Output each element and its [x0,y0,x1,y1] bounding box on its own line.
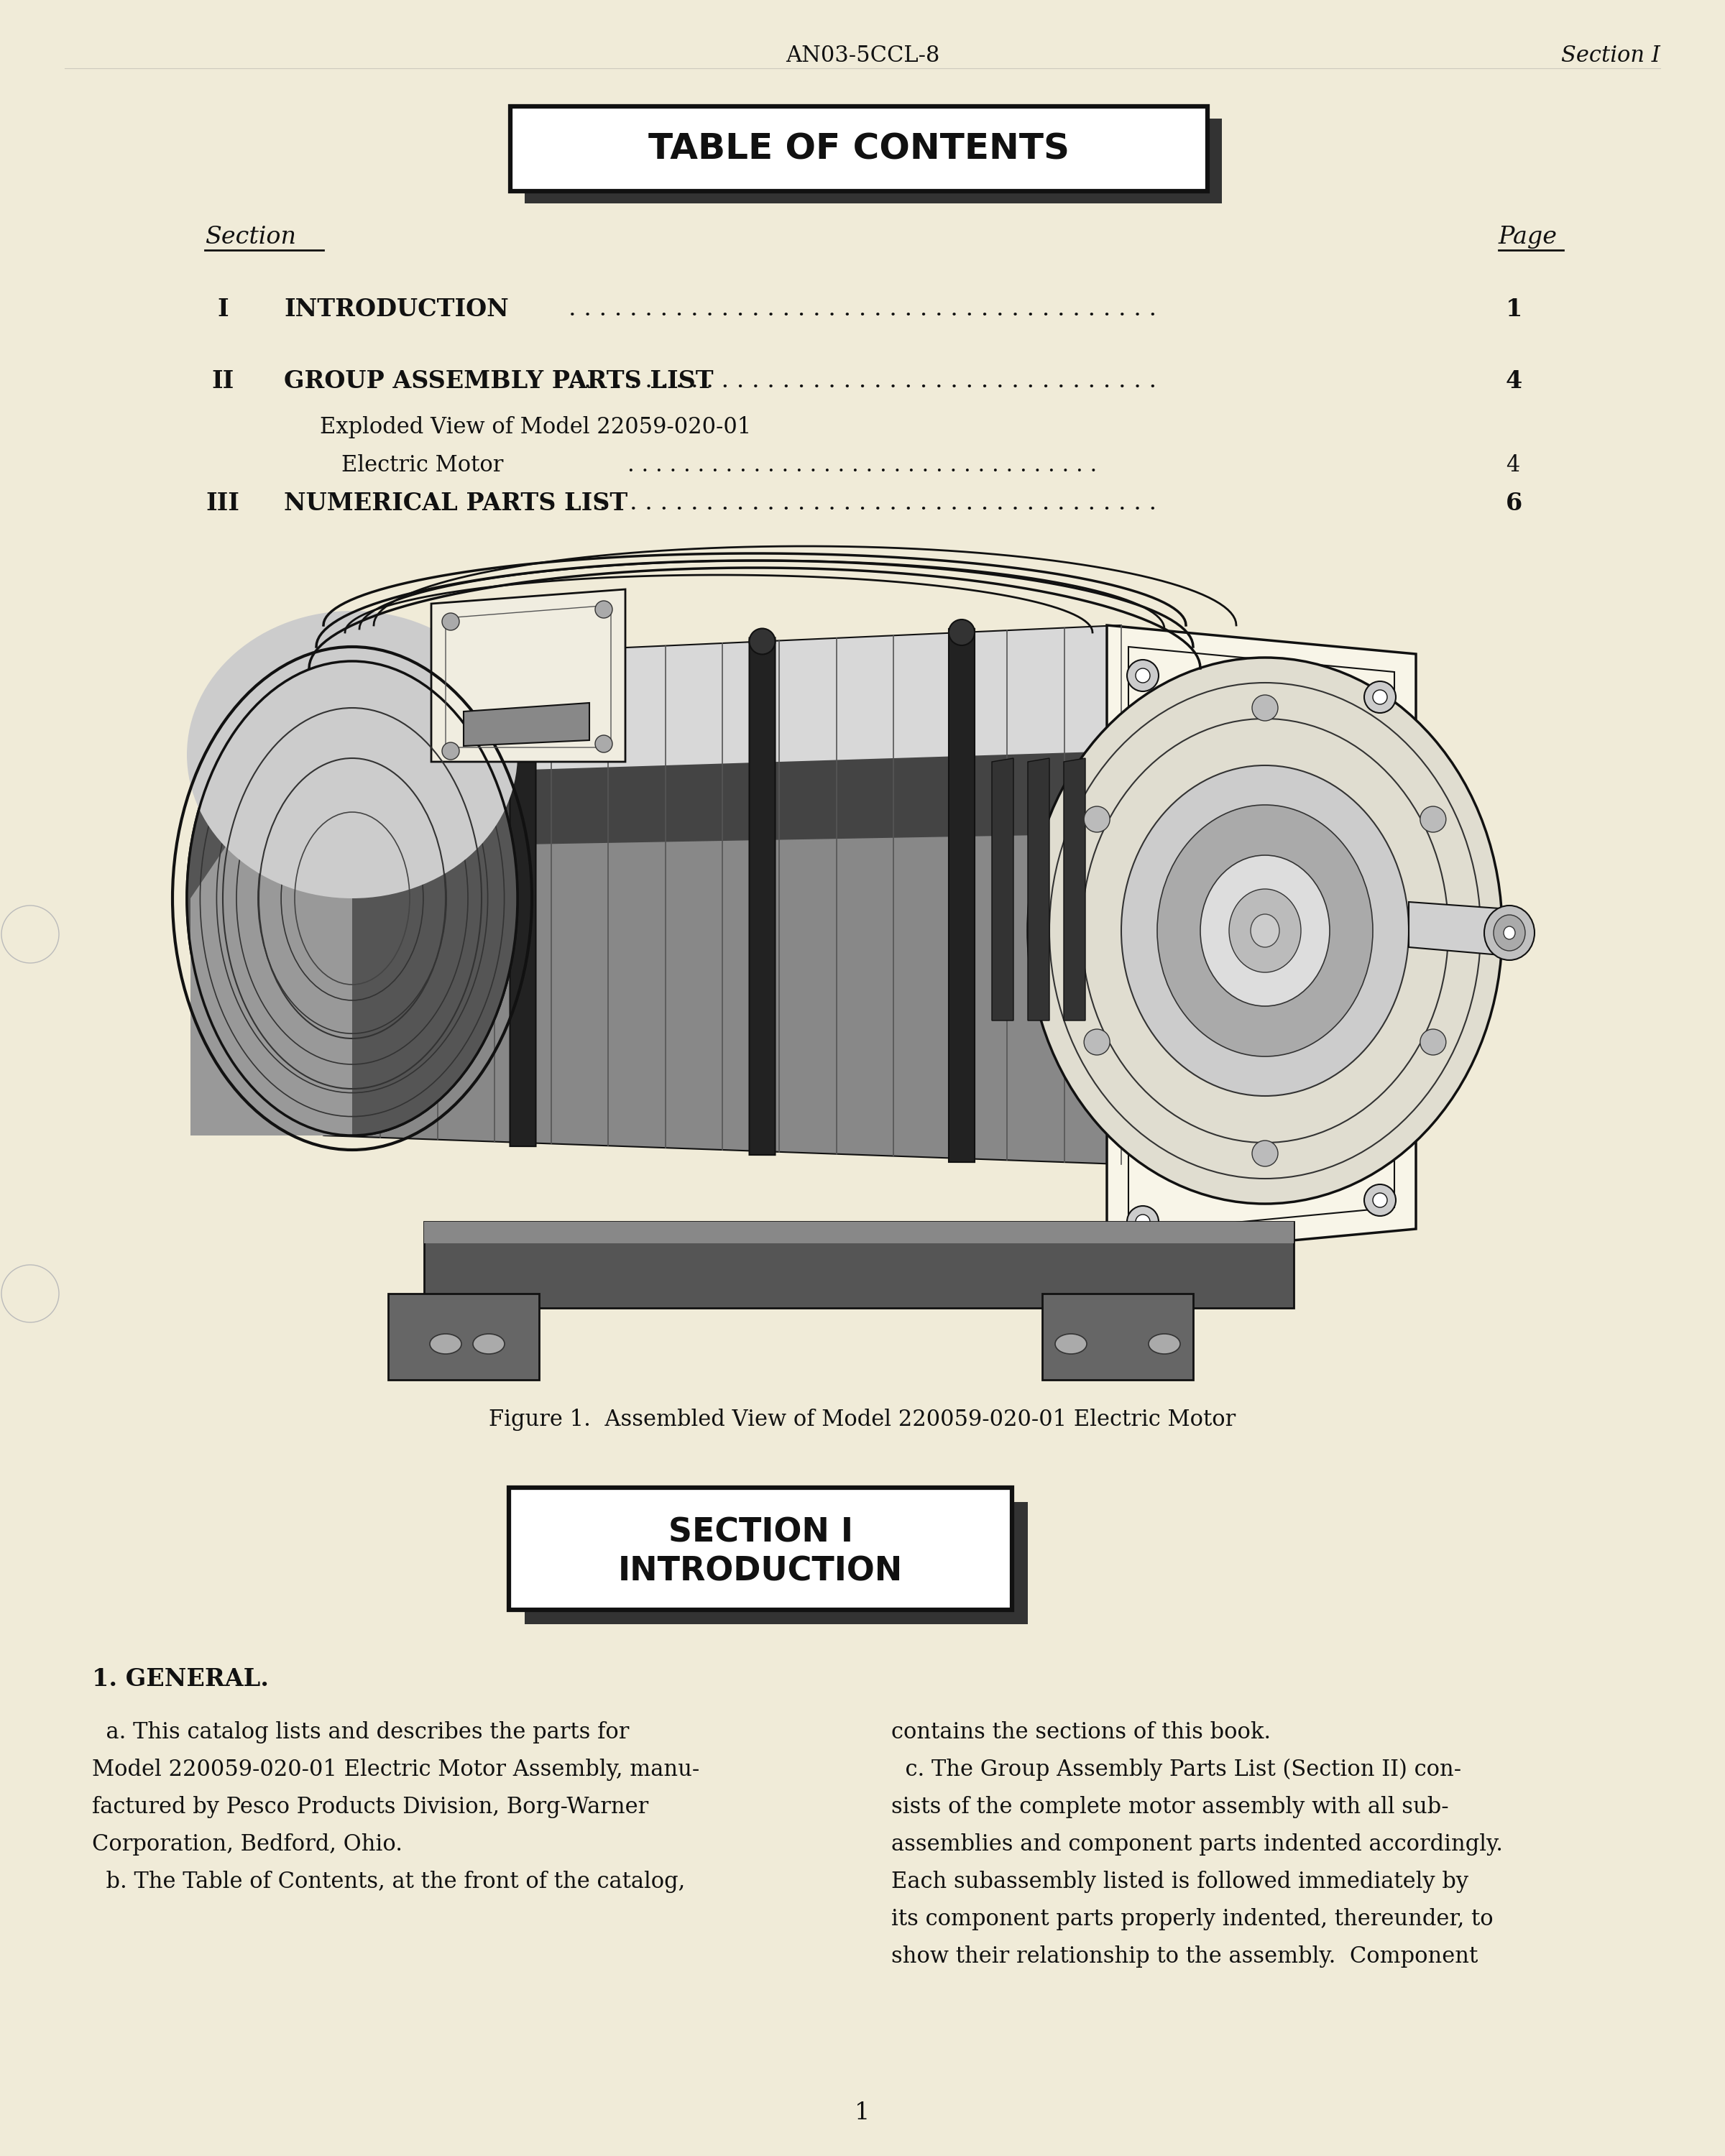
Polygon shape [431,589,626,761]
Text: 6: 6 [1506,492,1523,515]
Text: Section: Section [205,226,297,248]
Ellipse shape [1494,914,1525,951]
Text: . . . . . . . . . . . . . . . . . . . . . . . . . . . . . . . . . . . . . . .: . . . . . . . . . . . . . . . . . . . . … [569,369,1156,392]
Ellipse shape [1083,1028,1109,1054]
Polygon shape [424,1222,1294,1309]
Ellipse shape [1121,765,1409,1095]
FancyBboxPatch shape [524,1503,1028,1623]
Text: Electric Motor: Electric Motor [342,455,504,476]
Ellipse shape [186,662,518,1136]
Ellipse shape [1364,1184,1396,1216]
Ellipse shape [473,1335,505,1354]
Ellipse shape [1126,660,1159,692]
Ellipse shape [1126,1205,1159,1238]
Ellipse shape [1504,927,1515,940]
Ellipse shape [1028,658,1502,1203]
Text: . . . . . . . . . . . . . . . . . . . . . . . . . . . . . . . . . . . . . . .: . . . . . . . . . . . . . . . . . . . . … [569,492,1156,515]
Ellipse shape [1252,694,1278,720]
Text: c. The Group Assembly Parts List (Section II) con-: c. The Group Assembly Parts List (Sectio… [892,1759,1461,1781]
Text: I: I [217,298,228,321]
Text: SECTION I: SECTION I [668,1516,852,1548]
Text: INTRODUCTION: INTRODUCTION [618,1557,902,1589]
Ellipse shape [1251,914,1280,946]
Polygon shape [190,662,352,1136]
Ellipse shape [949,619,975,645]
Ellipse shape [595,602,612,619]
Ellipse shape [1201,856,1330,1007]
Polygon shape [749,638,775,1156]
Polygon shape [324,750,1121,847]
Ellipse shape [511,638,536,664]
Ellipse shape [442,612,459,630]
Polygon shape [1064,759,1085,1020]
Ellipse shape [1157,804,1373,1056]
Polygon shape [511,649,536,1147]
Ellipse shape [1420,806,1446,832]
Text: Section I: Section I [1561,45,1659,67]
Text: its component parts properly indented, thereunder, to: its component parts properly indented, t… [892,1908,1494,1930]
Text: GROUP ASSEMBLY PARTS LIST: GROUP ASSEMBLY PARTS LIST [285,369,714,392]
Text: 4: 4 [1506,455,1520,476]
Polygon shape [424,1222,1294,1244]
Text: b. The Table of Contents, at the front of the catalog,: b. The Table of Contents, at the front o… [91,1871,685,1893]
Text: contains the sections of this book.: contains the sections of this book. [892,1720,1271,1744]
Circle shape [2,1266,59,1322]
Ellipse shape [1373,690,1387,705]
Text: NUMERICAL PARTS LIST: NUMERICAL PARTS LIST [285,492,628,515]
Text: sists of the complete motor assembly with all sub-: sists of the complete motor assembly wit… [892,1796,1449,1818]
Polygon shape [1107,625,1416,1257]
Text: . . . . . . . . . . . . . . . . . . . . . . . . . . . . . . . . . . . . . . .: . . . . . . . . . . . . . . . . . . . . … [569,298,1156,321]
Text: assemblies and component parts indented accordingly.: assemblies and component parts indented … [892,1833,1502,1856]
Ellipse shape [1149,1335,1180,1354]
Ellipse shape [1420,1028,1446,1054]
Text: 1: 1 [1506,298,1523,321]
Ellipse shape [1228,888,1301,972]
Polygon shape [388,1294,538,1380]
Text: Model 220059-020-01 Electric Motor Assembly, manu-: Model 220059-020-01 Electric Motor Assem… [91,1759,700,1781]
Ellipse shape [186,662,518,1136]
Text: Page: Page [1499,226,1558,248]
Ellipse shape [1056,1335,1087,1354]
Ellipse shape [442,742,459,759]
Text: Corporation, Bedford, Ohio.: Corporation, Bedford, Ohio. [91,1833,402,1856]
Polygon shape [1409,901,1509,955]
Text: Figure 1.  Assembled View of Model 220059-020-01 Electric Motor: Figure 1. Assembled View of Model 220059… [488,1408,1237,1432]
Text: II: II [212,369,235,392]
Polygon shape [1028,759,1049,1020]
Ellipse shape [749,630,775,655]
Polygon shape [464,703,590,746]
FancyBboxPatch shape [511,106,1208,192]
Polygon shape [949,630,975,1162]
Ellipse shape [1373,1192,1387,1207]
Text: III: III [205,492,240,515]
Ellipse shape [595,735,612,752]
Ellipse shape [1252,1141,1278,1166]
Polygon shape [324,625,1121,813]
Text: factured by Pesco Products Division, Borg-Warner: factured by Pesco Products Division, Bor… [91,1796,649,1818]
Text: show their relationship to the assembly.  Component: show their relationship to the assembly.… [892,1945,1478,1968]
Ellipse shape [1135,1214,1151,1229]
Ellipse shape [1364,681,1396,714]
FancyBboxPatch shape [524,119,1221,203]
Ellipse shape [1083,806,1109,832]
Text: Each subassembly listed is followed immediately by: Each subassembly listed is followed imme… [892,1871,1468,1893]
Text: TABLE OF CONTENTS: TABLE OF CONTENTS [649,132,1070,166]
Text: Exploded View of Model 22059-020-01: Exploded View of Model 22059-020-01 [319,416,752,440]
Polygon shape [324,791,1121,1164]
Ellipse shape [186,610,518,899]
Text: INTRODUCTION: INTRODUCTION [285,298,509,321]
Ellipse shape [1484,906,1535,959]
Text: a. This catalog lists and describes the parts for: a. This catalog lists and describes the … [91,1720,630,1744]
Polygon shape [1042,1294,1194,1380]
Ellipse shape [430,1335,462,1354]
Text: 1. GENERAL.: 1. GENERAL. [91,1667,269,1690]
Ellipse shape [1135,668,1151,683]
Polygon shape [992,759,1014,1020]
Text: . . . . . . . . . . . . . . . . . . . . . . . . . . . . . . . . . .: . . . . . . . . . . . . . . . . . . . . … [628,455,1097,476]
FancyBboxPatch shape [509,1488,1013,1611]
Text: 4: 4 [1506,369,1523,392]
Text: 1: 1 [856,2102,869,2124]
Circle shape [2,906,59,964]
Text: AN03-5CCL-8: AN03-5CCL-8 [785,45,940,67]
